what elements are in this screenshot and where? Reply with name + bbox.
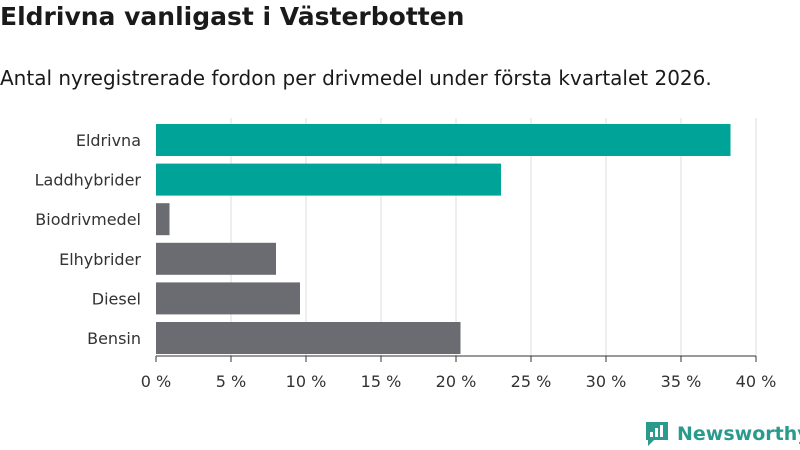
category-label: Laddhybrider [35,171,142,190]
bar [156,282,300,315]
gridlines [230,118,757,356]
category-label: Elhybrider [59,250,141,269]
bar [156,203,170,236]
x-tick-label: 40 % [736,372,777,391]
category-label: Diesel [92,289,141,308]
category-label: Eldrivna [76,131,141,150]
x-tick-label: 35 % [661,372,702,391]
x-tick-label: 25 % [511,372,552,391]
x-tick-label: 20 % [436,372,477,391]
category-labels: Eldrivna Laddhybrider Biodrivmedel Elhybrid… [35,131,142,348]
x-tick-label: 0 % [141,372,171,391]
x-axis: 0 % 5 % 10 % 15 % 20 % 25 % 30 % 35 % 40 % [141,355,777,391]
bar [156,242,276,275]
category-label: Bensin [87,329,141,348]
bars [156,124,731,354]
x-tick-label: 5 % [216,372,246,391]
bar [156,124,731,156]
newsworthy-logo: Newsworthy [644,420,800,447]
chart-subtitle: Antal nyregistrerade fordon per drivmede… [0,66,712,90]
newsworthy-logo-text: Newsworthy [677,422,800,445]
x-tick-label: 15 % [361,372,402,391]
bar [156,322,461,354]
chart-title: Eldrivna vanligast i Västerbotten [0,2,465,31]
category-label: Biodrivmedel [35,210,141,229]
newsworthy-logo-icon [646,422,668,446]
bar [156,163,501,196]
x-tick-label: 10 % [286,372,327,391]
x-tick-label: 30 % [586,372,627,391]
